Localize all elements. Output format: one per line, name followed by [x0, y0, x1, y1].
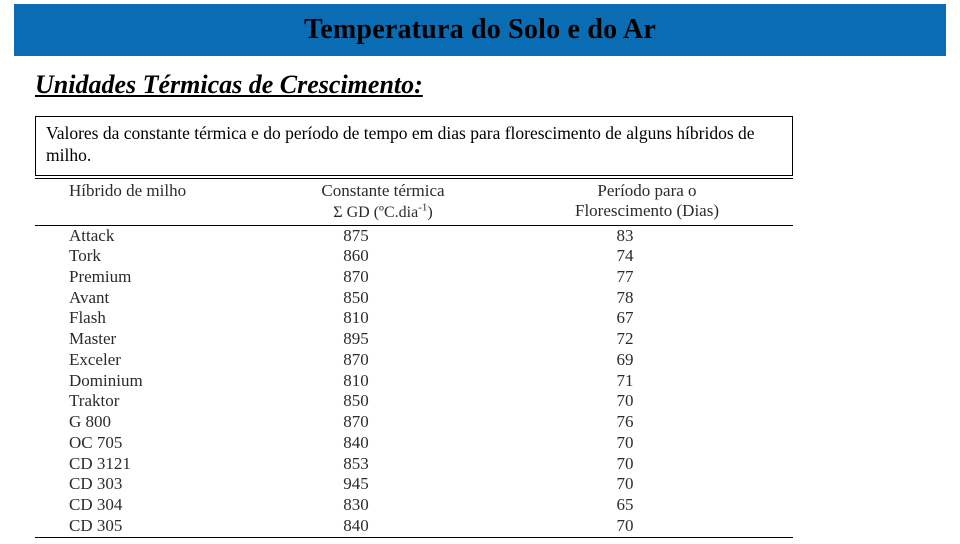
cell-period: 70 [501, 433, 793, 454]
cell-hybrid: Traktor [35, 391, 265, 412]
cell-constant: 810 [265, 371, 501, 392]
col-header-constant-unit: ºC.dia [379, 204, 418, 221]
cell-constant: 945 [265, 474, 501, 495]
cell-period: 78 [501, 288, 793, 309]
cell-constant: 810 [265, 308, 501, 329]
table-row: CD 312185370 [35, 454, 793, 475]
cell-hybrid: CD 3121 [35, 454, 265, 475]
cell-period: 74 [501, 246, 793, 267]
cell-constant: 850 [265, 391, 501, 412]
cell-constant: 860 [265, 246, 501, 267]
cell-constant: 840 [265, 433, 501, 454]
table-caption-text: Valores da constante térmica e do períod… [46, 123, 755, 165]
cell-period: 71 [501, 371, 793, 392]
table-header-row: Híbrido de milho Constante térmica Σ GD … [35, 178, 793, 225]
col-header-constant-l2: Σ GD (ºC.dia-1) [333, 204, 432, 221]
table-row: OC 70584070 [35, 433, 793, 454]
table-row: Exceler87069 [35, 350, 793, 371]
cell-constant: 840 [265, 516, 501, 537]
col-header-constant-prefix: Σ GD ( [333, 204, 379, 221]
cell-constant: 895 [265, 329, 501, 350]
cell-hybrid: Premium [35, 267, 265, 288]
cell-hybrid: Avant [35, 288, 265, 309]
cell-hybrid: Master [35, 329, 265, 350]
table-row: CD 30584070 [35, 516, 793, 537]
col-header-constant-l1: Constante térmica [321, 181, 444, 200]
table-row: CD 30394570 [35, 474, 793, 495]
table-row: Tork86074 [35, 246, 793, 267]
cell-period: 77 [501, 267, 793, 288]
col-header-constant-exp: -1 [418, 201, 427, 213]
table-row: Master89572 [35, 329, 793, 350]
cell-hybrid: Flash [35, 308, 265, 329]
cell-period: 72 [501, 329, 793, 350]
cell-constant: 830 [265, 495, 501, 516]
cell-hybrid: CD 304 [35, 495, 265, 516]
cell-constant: 870 [265, 350, 501, 371]
cell-period: 65 [501, 495, 793, 516]
cell-hybrid: Tork [35, 246, 265, 267]
cell-period: 70 [501, 391, 793, 412]
col-header-constant-suffix: ) [427, 204, 432, 221]
cell-constant: 870 [265, 412, 501, 433]
cell-period: 69 [501, 350, 793, 371]
cell-hybrid: CD 305 [35, 516, 265, 537]
table-row: Dominium81071 [35, 371, 793, 392]
col-header-period: Período para o Florescimento (Dias) [501, 178, 793, 225]
col-header-period-l2: Florescimento (Dias) [575, 201, 719, 220]
cell-hybrid: Dominium [35, 371, 265, 392]
col-header-period-l1: Período para o [597, 181, 696, 200]
table-row: CD 30483065 [35, 495, 793, 516]
cell-constant: 853 [265, 454, 501, 475]
cell-hybrid: OC 705 [35, 433, 265, 454]
col-header-hybrid-text: Híbrido de milho [69, 181, 186, 200]
cell-hybrid: Exceler [35, 350, 265, 371]
col-header-constant: Constante térmica Σ GD (ºC.dia-1) [265, 178, 501, 225]
cell-constant: 875 [265, 225, 501, 246]
cell-period: 70 [501, 454, 793, 475]
table-row: Flash81067 [35, 308, 793, 329]
cell-hybrid: CD 303 [35, 474, 265, 495]
col-header-hybrid: Híbrido de milho [35, 178, 265, 225]
table-caption-box: Valores da constante térmica e do períod… [35, 116, 793, 176]
table-body: Attack87583Tork86074Premium87077Avant850… [35, 225, 793, 537]
cell-period: 70 [501, 516, 793, 537]
table-row: Traktor85070 [35, 391, 793, 412]
slide-title: Temperatura do Solo e do Ar [304, 14, 656, 46]
cell-period: 67 [501, 308, 793, 329]
cell-period: 83 [501, 225, 793, 246]
cell-period: 70 [501, 474, 793, 495]
cell-hybrid: Attack [35, 225, 265, 246]
slide-title-bar: Temperatura do Solo e do Ar [14, 4, 946, 56]
data-table: Híbrido de milho Constante térmica Σ GD … [35, 178, 793, 538]
section-subtitle: Unidades Térmicas de Crescimento: [35, 70, 960, 100]
table-row: G 80087076 [35, 412, 793, 433]
cell-period: 76 [501, 412, 793, 433]
table-row: Attack87583 [35, 225, 793, 246]
table-container: Híbrido de milho Constante térmica Σ GD … [35, 178, 793, 538]
table-row: Premium87077 [35, 267, 793, 288]
cell-constant: 870 [265, 267, 501, 288]
cell-constant: 850 [265, 288, 501, 309]
table-row: Avant85078 [35, 288, 793, 309]
cell-hybrid: G 800 [35, 412, 265, 433]
